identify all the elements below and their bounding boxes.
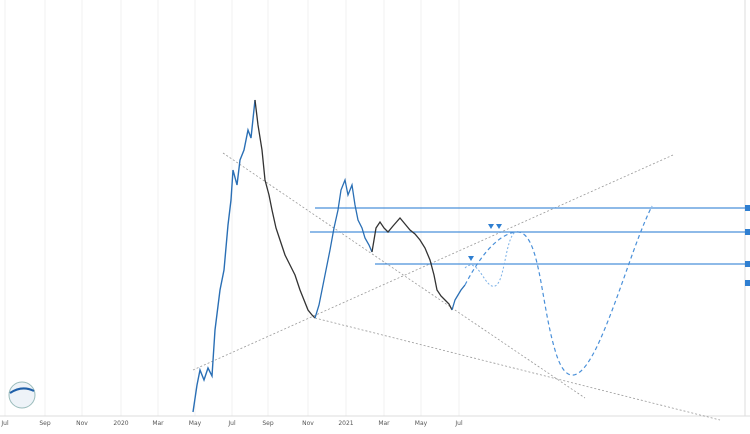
time-label: May bbox=[189, 420, 202, 427]
time-label: Sep bbox=[262, 420, 274, 427]
projection-path bbox=[464, 231, 516, 287]
time-label: Nov bbox=[76, 420, 88, 427]
levels bbox=[310, 207, 745, 265]
time-label: Jul bbox=[0, 420, 9, 427]
price-path-dark bbox=[254, 99, 316, 319]
trendline bbox=[314, 317, 721, 421]
time-label: May bbox=[415, 420, 428, 427]
logo-mark bbox=[9, 387, 35, 394]
arrows bbox=[468, 224, 502, 261]
trendline bbox=[222, 152, 586, 399]
time-label: 2020 bbox=[113, 420, 128, 427]
price-marker bbox=[745, 229, 750, 235]
arrow bbox=[488, 224, 494, 229]
price-marker bbox=[745, 280, 750, 286]
time-label: Sep bbox=[39, 420, 51, 427]
time-label: Nov bbox=[302, 420, 314, 427]
arrow bbox=[496, 224, 502, 229]
logo-circle bbox=[8, 381, 36, 409]
projection-path bbox=[464, 205, 653, 376]
time-axis-labels: Jul Sep Nov 2020 Mar May Jul Sep Nov 2021 Mar May Ju… bbox=[0, 420, 463, 427]
price-marker bbox=[745, 261, 750, 267]
time-label: Mar bbox=[152, 420, 164, 427]
price-path-blue bbox=[314, 177, 373, 319]
time-label: Mar bbox=[378, 420, 390, 427]
price-marker bbox=[745, 205, 750, 211]
logo bbox=[8, 381, 36, 409]
time-label: 2021 bbox=[338, 420, 353, 427]
price-path-blue bbox=[451, 284, 466, 311]
time-label: Jul bbox=[227, 420, 236, 427]
price-path-dark bbox=[371, 216, 453, 311]
arrow bbox=[468, 256, 474, 261]
price-path-blue bbox=[192, 99, 256, 413]
price-markers bbox=[745, 205, 750, 286]
time-label: Jul bbox=[454, 420, 463, 427]
trendlines bbox=[192, 152, 721, 421]
